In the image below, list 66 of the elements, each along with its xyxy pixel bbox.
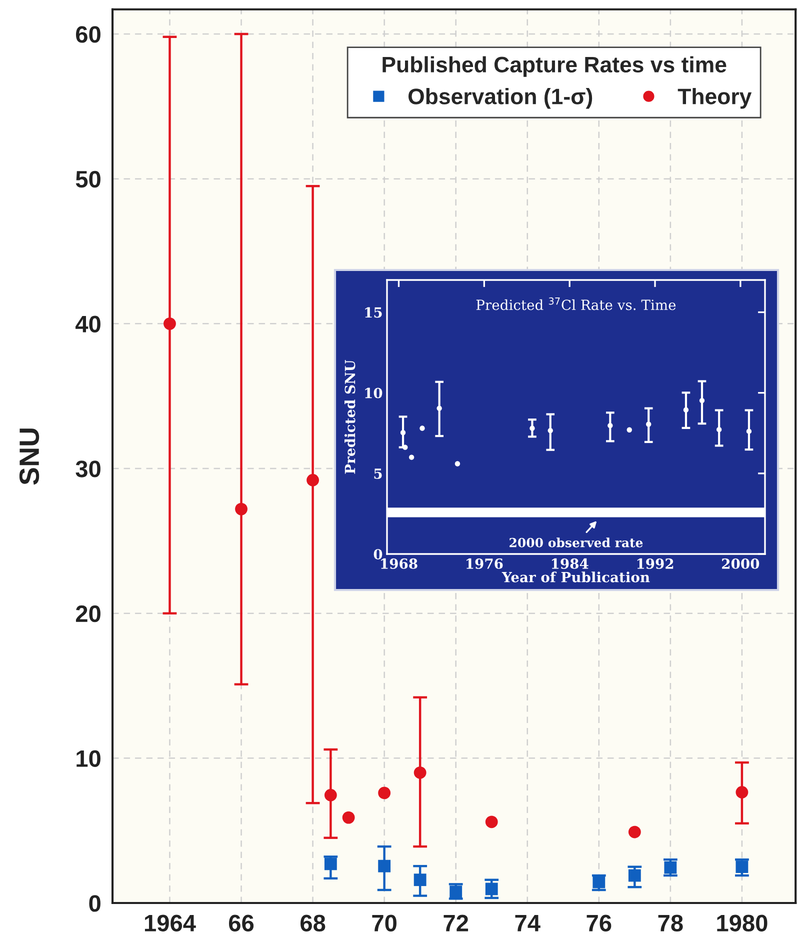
text: Predicted $^{37}$Cl Rate vs. Time — [476, 297, 676, 310]
point — [683, 407, 689, 413]
point — [628, 869, 641, 882]
point — [628, 826, 641, 838]
point — [716, 426, 722, 432]
point — [342, 811, 355, 824]
point — [378, 860, 391, 872]
y-tick-label: 50 — [76, 170, 100, 188]
point — [402, 444, 408, 450]
y-axis-title: Predicted SNU — [344, 360, 356, 474]
x-tick-label: 76 — [586, 914, 612, 932]
point — [485, 882, 498, 896]
y-tick-label: 15 — [365, 307, 382, 318]
y-tick-label: 60 — [76, 26, 100, 43]
point — [414, 766, 426, 779]
point — [164, 317, 176, 330]
y-tick-label: 0 — [89, 895, 100, 912]
point — [324, 788, 337, 802]
point — [608, 422, 613, 428]
point — [400, 430, 406, 436]
y-axis-title: SNU — [19, 428, 40, 485]
point — [746, 428, 752, 434]
x-tick-label: 66 — [229, 914, 254, 932]
point — [324, 858, 337, 870]
point — [414, 874, 426, 886]
y-tick-label: 10 — [365, 388, 382, 398]
point — [626, 427, 632, 432]
point — [408, 454, 414, 460]
x-tick-label: 1992 — [637, 558, 674, 569]
y-tick-label: 0 — [374, 548, 382, 560]
x-tick-label: 1976 — [466, 558, 503, 569]
y-tick-label: 10 — [76, 750, 100, 767]
y-tick-label: 40 — [76, 316, 100, 332]
point — [235, 502, 248, 516]
point — [420, 426, 425, 431]
x-tick-label: 1980 — [717, 914, 768, 932]
point — [736, 860, 748, 874]
x-tick-label: 78 — [658, 914, 683, 932]
x-tick-label: 1984 — [552, 558, 588, 569]
y-tick-label: 5 — [374, 468, 382, 479]
legend-label: Observation (1-σ) — [408, 88, 592, 109]
legend-label: Theory — [678, 88, 752, 109]
point — [592, 876, 606, 888]
point — [454, 461, 460, 466]
point — [736, 786, 748, 798]
x-tick-label: 74 — [515, 914, 540, 932]
legend-label: 2000 observed rate — [510, 538, 643, 548]
y-tick-label: 20 — [76, 605, 100, 622]
point — [548, 428, 553, 434]
x-axis-title: Year of Publication — [502, 572, 650, 582]
x-tick-label: 1964 — [144, 914, 196, 932]
point — [436, 406, 442, 411]
point — [530, 426, 535, 431]
x-tick-label: 1968 — [381, 558, 418, 569]
x-tick-label: 72 — [444, 914, 468, 932]
x-tick-label: 68 — [300, 914, 326, 932]
legend-title: Published Capture Rates vs time — [382, 56, 726, 77]
y-tick-label: 30 — [76, 460, 100, 478]
x-tick-label: 70 — [372, 914, 396, 932]
point — [306, 474, 320, 486]
point — [485, 816, 498, 828]
point — [699, 398, 705, 404]
point — [646, 422, 652, 427]
x-tick-label: 2000 — [722, 558, 760, 569]
point — [378, 786, 391, 800]
point — [664, 861, 677, 874]
